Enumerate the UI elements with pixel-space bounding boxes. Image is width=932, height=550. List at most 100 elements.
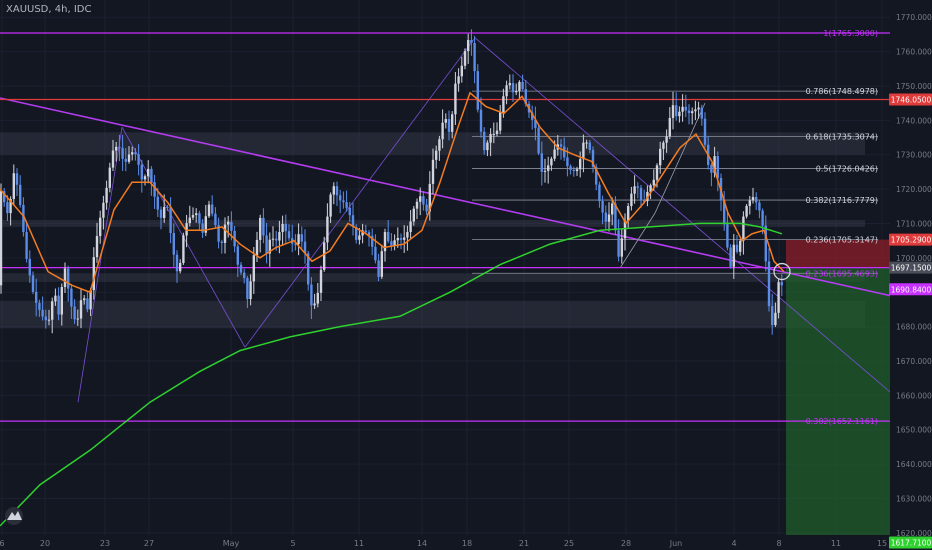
candle-body — [371, 235, 374, 247]
candle-body — [227, 221, 230, 225]
candle-body — [271, 238, 275, 240]
candle-body — [655, 165, 659, 180]
candle-body — [399, 237, 403, 240]
candle-body — [572, 169, 575, 172]
candle-body — [467, 40, 470, 52]
candle-body — [63, 268, 67, 288]
candle-body — [175, 254, 179, 272]
candle-body — [457, 76, 460, 84]
candle-body — [431, 159, 435, 184]
fib-level-label: 0.5(1726.0426) — [816, 164, 878, 173]
candle-body — [297, 234, 300, 245]
candle-body — [28, 258, 31, 276]
candle-body — [403, 237, 406, 240]
candle-body — [313, 303, 316, 306]
fibonacci-retracement[interactable]: 0.786(1748.4978) 0.618(1735.3074) 0.5(1726… — [472, 87, 878, 278]
candle-body — [79, 300, 83, 319]
candle-body — [57, 295, 60, 315]
candle-body — [726, 224, 729, 248]
candle-body — [633, 186, 636, 194]
price-tick-label: 1760.0000 — [896, 48, 932, 57]
candle-body — [60, 287, 63, 315]
fib-level-label: 0.382(1716.7779) — [806, 196, 878, 205]
candle-body — [582, 142, 585, 160]
candle-body — [19, 184, 22, 205]
candle-body — [543, 170, 547, 172]
candle-body — [198, 213, 201, 224]
candle-body — [153, 182, 156, 197]
candle-body — [137, 154, 140, 165]
time-tick-label: 18 — [462, 539, 472, 548]
fib-diagonal — [474, 37, 891, 393]
time-tick-label: 28 — [621, 539, 631, 548]
price-tick-label: 1700.0000 — [896, 254, 932, 263]
candle-body — [681, 106, 684, 112]
candle-body — [179, 262, 182, 272]
candle-body — [355, 226, 358, 240]
candle-body — [739, 240, 742, 252]
candle-body — [300, 234, 303, 242]
candle-body — [166, 206, 169, 208]
candle-body — [553, 149, 556, 159]
price-zone — [0, 132, 865, 155]
candle-body — [489, 134, 492, 143]
candle-body — [483, 131, 486, 151]
candle-body — [99, 217, 102, 237]
candle-body — [54, 295, 57, 302]
candle-body — [102, 202, 105, 218]
candle-body — [159, 209, 163, 218]
candle-body — [329, 194, 332, 217]
candle-body — [239, 264, 243, 273]
candle-body — [294, 243, 297, 245]
price-tick-label: 1770.0000 — [896, 13, 932, 22]
time-axis[interactable]: 6 20 23 27 May 5 11 14 18 21 25 28 Jun 4 8 11 15 — [0, 535, 890, 550]
candle-body — [287, 231, 291, 239]
price-level-label: 0.382(1652.1161) — [806, 417, 878, 426]
candle-body — [537, 128, 540, 154]
candle-body — [345, 202, 348, 208]
descending-trendline — [0, 97, 891, 297]
candle-body — [607, 214, 611, 222]
candle-body — [319, 269, 323, 293]
candle-body — [547, 165, 550, 171]
candle-body — [201, 223, 204, 233]
candle-body — [425, 204, 428, 212]
candle-body — [0, 191, 3, 286]
candle-body — [374, 246, 377, 261]
candle-body — [188, 217, 191, 224]
candle-body — [697, 107, 700, 110]
trendlines[interactable] — [0, 37, 891, 403]
price-tick-label: 1620.0000 — [896, 529, 932, 538]
short-position-tool[interactable] — [786, 239, 890, 542]
candle-body — [729, 247, 732, 267]
symbol: XAUUSD — [6, 4, 49, 15]
time-tick-label: 4 — [731, 539, 736, 548]
candle-body — [406, 232, 409, 238]
candle-body — [214, 213, 217, 226]
candle-body — [774, 312, 777, 326]
candle-body — [598, 184, 601, 202]
price-axis[interactable]: 1620.0000 1630.0000 1640.0000 1650.0000 1660… — [890, 0, 932, 550]
price-zone — [0, 273, 865, 282]
candle-body — [249, 281, 252, 300]
candle-body — [268, 239, 271, 254]
take-profit-zone — [786, 267, 890, 542]
candle-body — [316, 292, 319, 304]
candle-body — [25, 232, 28, 259]
candle-body — [684, 106, 687, 111]
candle-body — [169, 207, 172, 234]
candle-body — [131, 152, 134, 155]
price-tick-label: 1630.0000 — [896, 494, 932, 503]
candle-body — [524, 89, 527, 104]
candle-body — [361, 230, 364, 236]
price-level-label: 1(1765.3000) — [823, 29, 878, 38]
price-zone — [0, 220, 865, 227]
candle-body — [694, 109, 697, 112]
data-source: IDC — [73, 4, 92, 15]
candle-body — [86, 298, 89, 310]
candle-body — [15, 173, 19, 185]
tradingview-logo-icon[interactable] — [5, 507, 23, 525]
candle-body — [691, 111, 694, 114]
candle-body — [620, 238, 623, 257]
